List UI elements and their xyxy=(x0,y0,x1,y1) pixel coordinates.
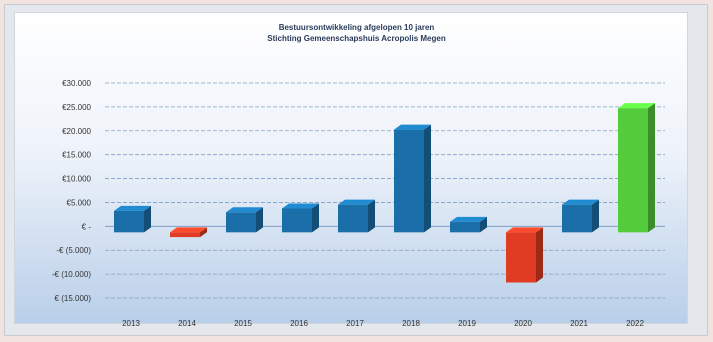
bar-front xyxy=(562,204,592,233)
bar-front xyxy=(450,221,480,233)
x-tick-label: 2019 xyxy=(458,319,476,328)
bar-side xyxy=(480,216,487,233)
y-tick-label: € (15.000) xyxy=(55,294,92,303)
bar-2016 xyxy=(282,203,319,233)
x-tick-label: 2016 xyxy=(290,319,308,328)
x-tick-label: 2013 xyxy=(122,319,140,328)
x-tick-label: 2017 xyxy=(346,319,364,328)
bar-front xyxy=(282,208,312,233)
bar-side xyxy=(256,207,263,233)
bar-2019 xyxy=(450,216,487,233)
y-tick-label: €5.000 xyxy=(67,198,92,207)
bar-2018 xyxy=(394,124,431,233)
x-tick-label: 2014 xyxy=(178,319,196,328)
y-tick-label: €25.000 xyxy=(62,103,91,112)
bar-2013 xyxy=(114,205,151,233)
bar-top xyxy=(562,199,599,205)
y-tick-label: -€ (10.000) xyxy=(52,270,91,279)
bar-2021 xyxy=(562,199,599,233)
bar-top xyxy=(114,205,151,211)
x-tick-label: 2022 xyxy=(626,319,644,328)
bar-2020 xyxy=(506,227,543,283)
y-tick-label: €10.000 xyxy=(62,175,91,184)
bar-top xyxy=(618,103,655,109)
bar-front xyxy=(114,210,144,233)
bar-2014 xyxy=(170,227,207,238)
bar-front xyxy=(226,212,256,233)
x-tick-label: 2015 xyxy=(234,319,252,328)
y-tick-label: €20.000 xyxy=(62,127,91,136)
bar-top xyxy=(338,199,375,205)
x-tick-label: 2021 xyxy=(570,319,588,328)
bar-top xyxy=(450,216,487,222)
bar-side xyxy=(144,205,151,233)
bar-front xyxy=(394,129,424,233)
bar-side xyxy=(424,124,431,233)
bar-2022 xyxy=(618,103,655,233)
y-tick-label: € - xyxy=(82,222,92,231)
bar-side xyxy=(200,227,207,238)
bar-front xyxy=(170,232,200,238)
bar-top xyxy=(506,227,543,233)
bar-top xyxy=(282,203,319,209)
bar-top xyxy=(394,124,431,130)
x-tick-label: 2018 xyxy=(402,319,420,328)
y-tick-label: €15.000 xyxy=(62,151,91,160)
y-tick-label: €30.000 xyxy=(62,79,91,88)
bar-side xyxy=(648,103,655,233)
chart-panel xyxy=(14,12,688,324)
bar-side xyxy=(312,203,319,233)
bar-2015 xyxy=(226,207,263,233)
bar-front xyxy=(618,108,648,233)
chart-title: Bestuursontwikkeling afgelopen 10 jaren xyxy=(278,23,435,32)
bar-side xyxy=(592,199,599,233)
x-tick-label: 2020 xyxy=(514,319,532,328)
bar-front xyxy=(506,232,536,283)
bar-top xyxy=(226,207,263,213)
y-tick-label: -€ (5.000) xyxy=(56,246,91,255)
bar-top xyxy=(170,227,207,233)
chart-subtitle: Stichting Gemeenschapshuis Acropolis Meg… xyxy=(267,34,446,43)
bar-side xyxy=(368,199,375,233)
bar-2017 xyxy=(338,199,375,233)
bar-front xyxy=(338,204,368,233)
bar-side xyxy=(536,227,543,283)
